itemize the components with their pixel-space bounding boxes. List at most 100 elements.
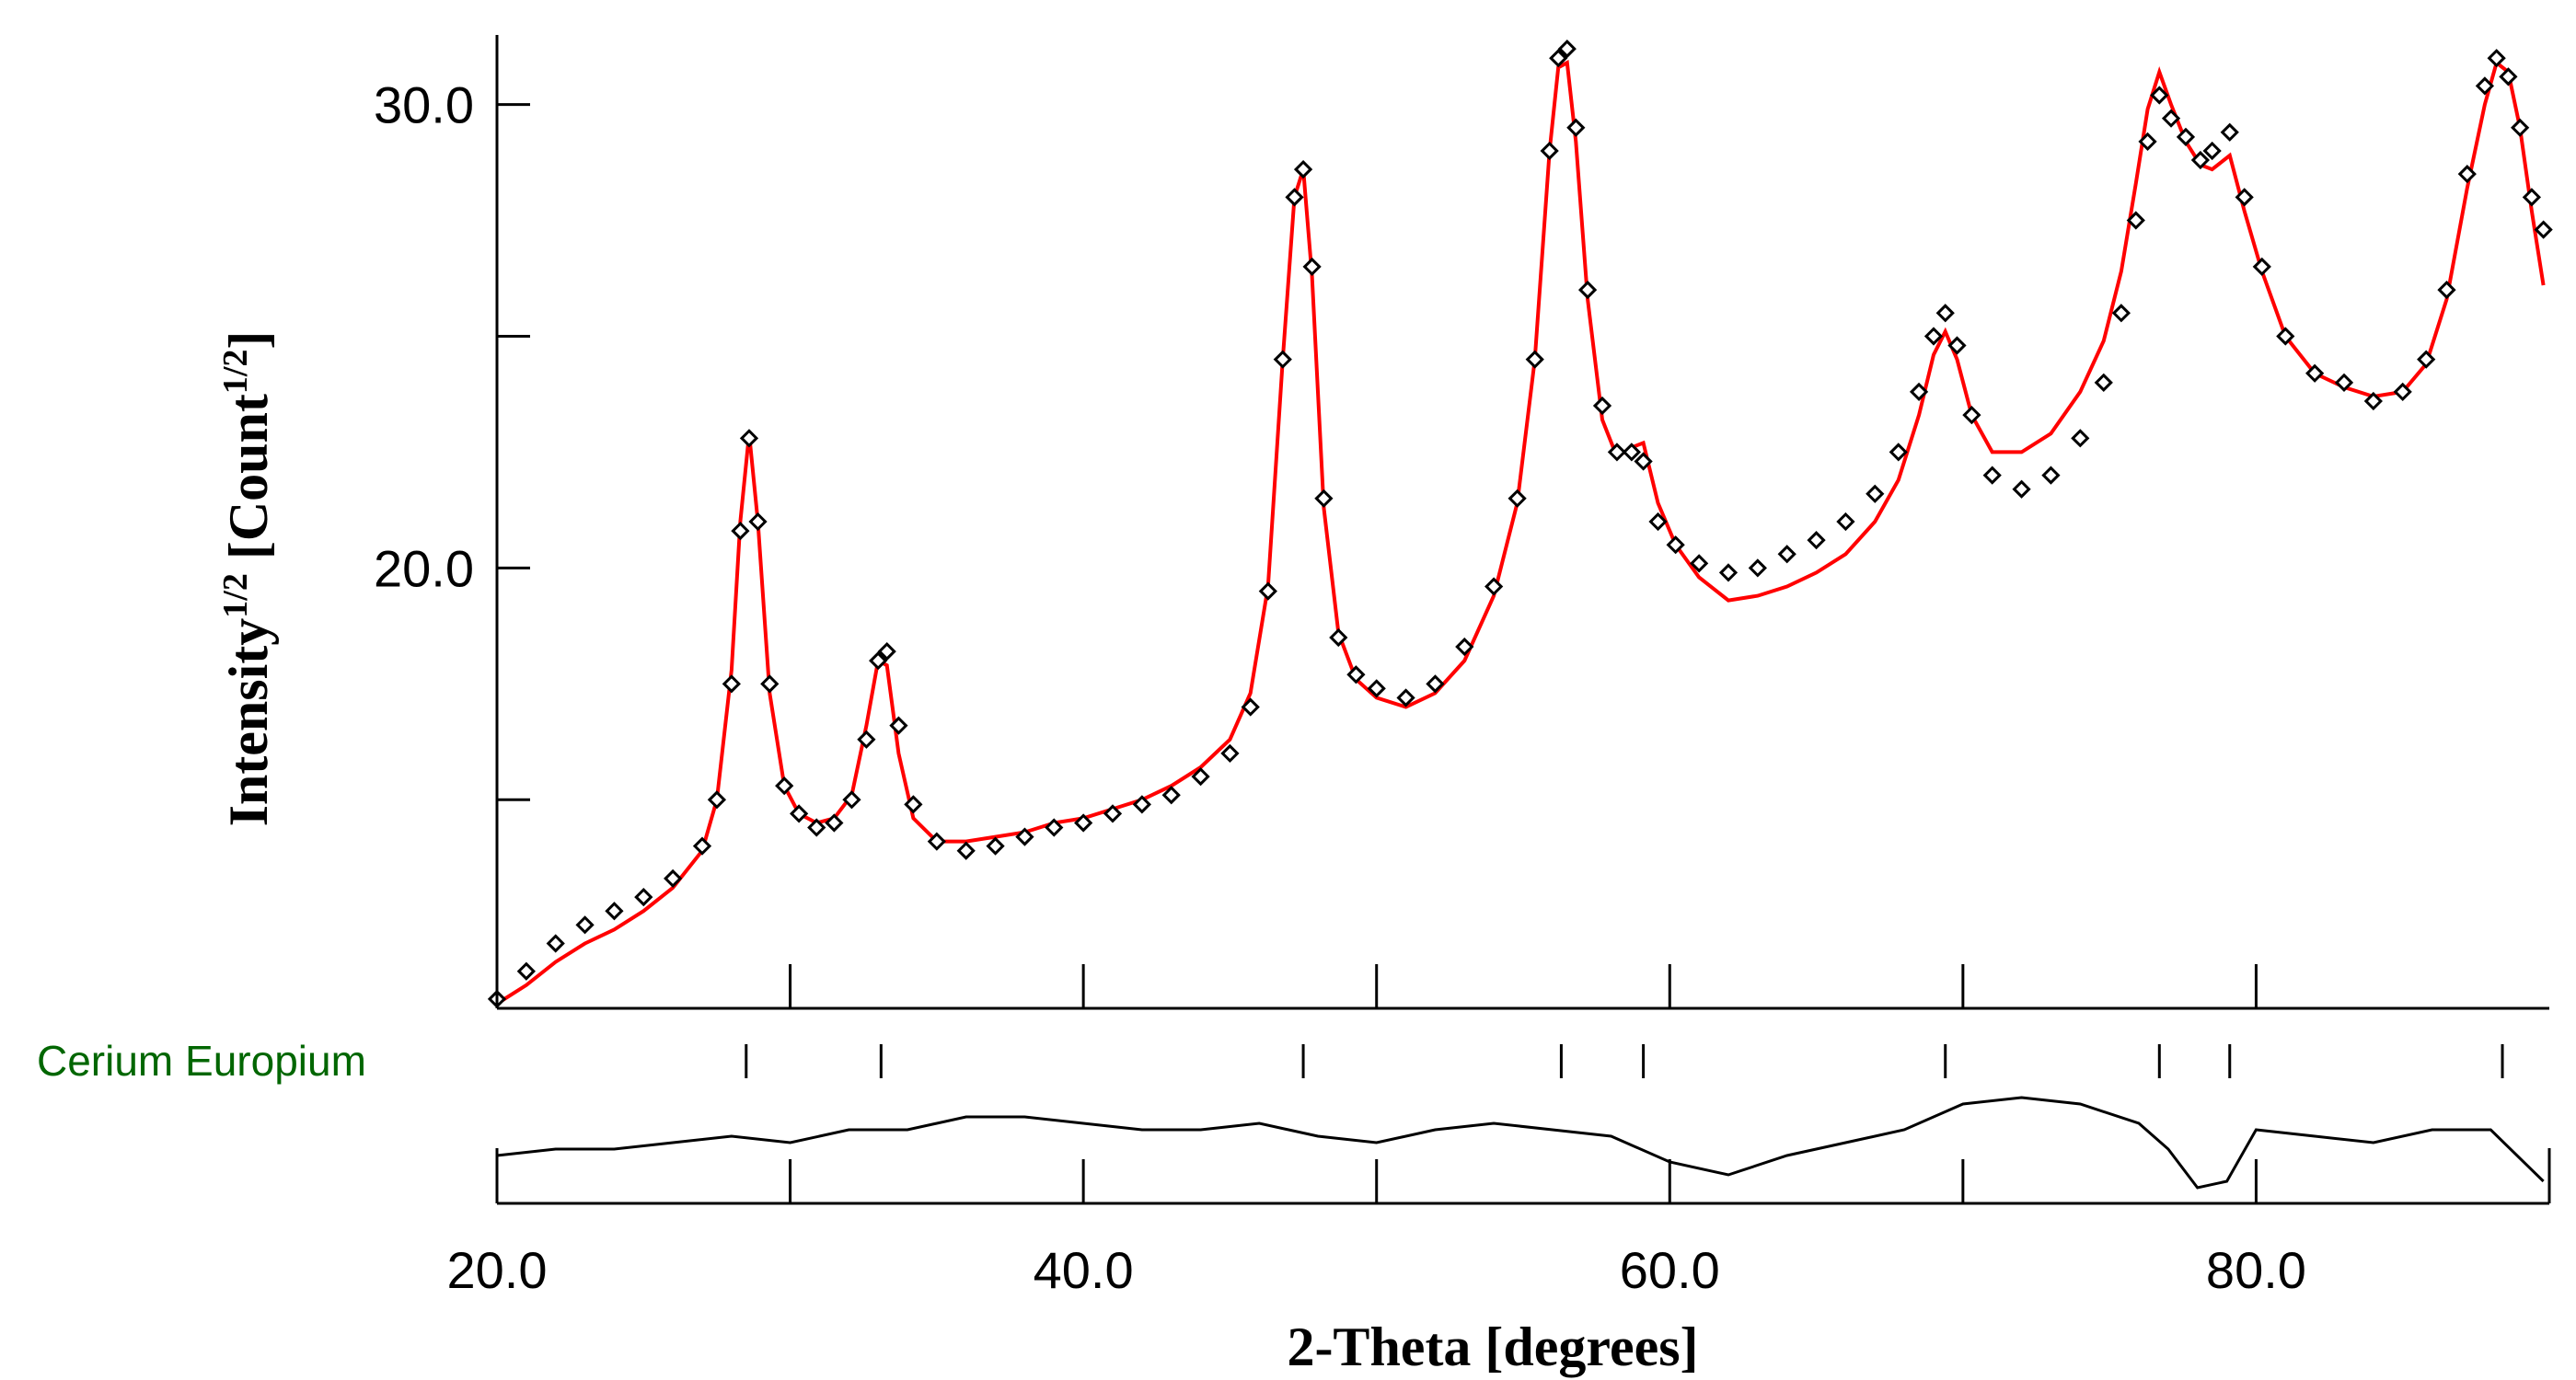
observed-point [790,804,809,823]
observed-point [1426,674,1445,694]
calculated-profile-layer [495,59,2546,1006]
observed-point [1293,159,1313,179]
observed-point [2190,150,2211,170]
x-tick-label: 40.0 [1034,1241,1134,1299]
observed-point [707,790,727,810]
observed-point [2161,109,2181,128]
observed-point [2457,165,2477,184]
difference-curve-layer [496,1096,2545,1190]
observed-point [1718,563,1739,582]
observed-point [2176,127,2196,146]
observed-point [857,730,876,749]
observed-point [1191,766,1210,787]
observed-point [904,795,923,814]
calculated-profile-line [495,59,2546,1006]
observed-point [664,868,683,889]
observed-point [825,813,844,833]
observed-point [1577,280,1598,300]
observed-point [2150,86,2169,105]
observed-point [1329,627,1348,648]
observed-point [1836,512,1855,532]
label-mask [492,1030,495,1086]
observed-point [2012,479,2031,499]
observed-point [1666,535,1685,555]
observed-point [1045,818,1064,837]
observed-point [575,915,595,935]
observed-points-layer [487,39,2553,1009]
observed-point [986,836,1005,856]
observed-point [1607,443,1627,462]
observed-point [1314,489,1334,508]
observed-point [2276,327,2295,346]
x-axis-ticks [495,964,2258,1203]
observed-point [1132,795,1151,814]
observed-point [1396,688,1415,707]
phase-reflection-markers [745,1044,2504,1078]
observed-point [1258,581,1277,601]
observed-point [1241,697,1260,717]
y-axis-title-main: Intensity [218,618,279,827]
observed-point [2138,132,2157,151]
observed-point [869,651,888,671]
observed-point [1302,257,1322,277]
observed-point [2534,220,2553,239]
observed-point [748,512,768,532]
y-tick-label: 30.0 [374,76,474,134]
observed-point [1592,396,1612,416]
observed-point [2487,49,2506,68]
observed-point [1807,531,1826,550]
observed-point [2475,76,2495,96]
observed-point [1634,452,1653,471]
observed-point [2417,350,2436,369]
x-tick-label: 60.0 [1620,1241,1720,1299]
y-axis-title-unit-exponent: 1/2 [216,350,255,395]
observed-point [2334,373,2354,392]
observed-point [1507,489,1527,508]
y-tick-label: 20.0 [374,539,474,597]
observed-point [1923,327,1944,346]
observed-point [2071,429,2090,448]
observed-point [2511,118,2530,137]
observed-point [2499,67,2518,86]
observed-point [731,521,750,541]
difference-curve [496,1096,2545,1190]
observed-point [2041,466,2061,485]
observed-point [889,716,908,735]
observed-point [2522,188,2542,207]
observed-point [634,887,653,907]
observed-point [1648,512,1668,532]
observed-point [546,934,565,953]
observed-point [722,674,741,694]
y-axis-ticks [497,103,530,801]
x-tick-label: 80.0 [2206,1241,2306,1299]
observed-point [1622,443,1641,462]
observed-point [516,961,536,981]
observed-point [1285,188,1304,207]
observed-point [1525,350,1544,369]
observed-point [1909,382,1929,402]
observed-point [1015,827,1034,846]
observed-point [1777,545,1796,564]
observed-point [2220,122,2239,142]
observed-point [2202,141,2222,161]
observed-point [2126,211,2145,230]
observed-point [1982,466,2002,485]
observed-point [1935,304,1955,323]
observed-point [1103,804,1123,823]
observed-point [956,841,976,860]
observed-point [1484,577,1504,596]
observed-point [807,818,826,837]
observed-point [1947,336,1967,355]
observed-point [1566,118,1586,137]
x-tick-label: 20.0 [447,1241,548,1299]
observed-point [877,641,896,661]
observed-point [1690,554,1709,573]
observed-point [1367,679,1386,698]
y-axis-title-exponent: 1/2 [216,573,255,618]
observed-point [692,836,712,856]
observed-point [2235,188,2254,207]
observed-point [2252,257,2271,277]
y-axis-title-unit-open: [Count [218,394,279,573]
observed-point [1455,637,1474,657]
